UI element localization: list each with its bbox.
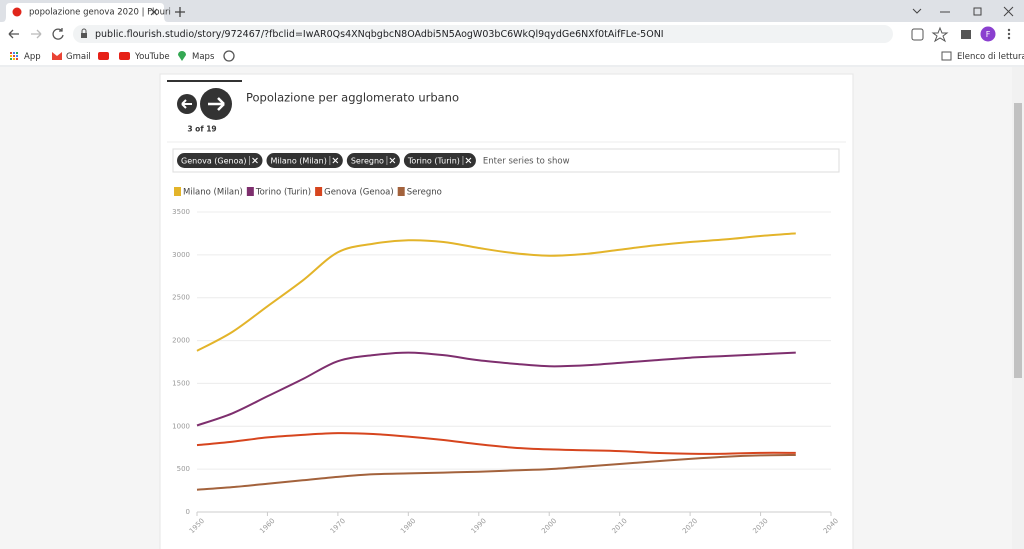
apps-icon[interactable] — [10, 52, 18, 60]
chip-remove[interactable] — [252, 157, 258, 164]
lock-shackle — [81, 28, 87, 33]
legend-label: Genova (Genoa) — [324, 188, 394, 198]
chip-label: Milano (Milan) — [271, 157, 327, 166]
y-tick-label: 500 — [177, 465, 190, 473]
restore[interactable] — [973, 7, 982, 16]
tab-close[interactable] — [150, 8, 158, 16]
legend-label: Milano (Milan) — [183, 188, 243, 198]
profile-avatar[interactable] — [980, 26, 996, 42]
chip-label: Seregno — [351, 157, 384, 166]
chip-remove[interactable] — [465, 157, 472, 164]
series-line — [196, 232, 796, 352]
legend-swatch — [315, 187, 323, 196]
y-tick-label: 3000 — [172, 251, 190, 259]
reading-list[interactable]: Elenco di lettura — [957, 52, 1024, 62]
y-tick-label: 2500 — [172, 294, 190, 302]
favicon — [12, 7, 22, 17]
url[interactable]: public.flourish.studio/story/972467/?fbc… — [95, 29, 664, 40]
story-card — [159, 73, 854, 549]
filter-chip[interactable] — [177, 153, 263, 168]
bookmarks-bar — [0, 46, 1024, 66]
chip-label: Genova (Genoa) — [181, 157, 247, 166]
series-line — [196, 351, 796, 427]
globe-icon[interactable] — [223, 50, 235, 62]
omnibox[interactable] — [73, 25, 893, 43]
legend-label: Torino (Turin) — [255, 188, 311, 198]
bookmark[interactable]: Gmail — [66, 52, 91, 62]
y-tick-label: 1500 — [172, 379, 190, 387]
prev-arrow — [181, 99, 192, 109]
active-tab[interactable] — [2, 3, 168, 22]
menu-dots[interactable] — [1007, 28, 1011, 40]
chip-remove[interactable] — [389, 157, 396, 164]
filter-placeholder: Enter series to show — [483, 157, 570, 167]
legend-swatch — [246, 187, 254, 196]
bookmark[interactable]: YouTube — [134, 52, 170, 62]
y-tick-label: 0 — [186, 508, 190, 516]
chip-label: Torino (Turin) — [407, 157, 460, 166]
filter-chip[interactable] — [403, 153, 476, 168]
youtube-icon — [119, 52, 130, 60]
bookmark-star[interactable] — [931, 26, 949, 43]
story-title: Popolazione per agglomerato urbano — [246, 91, 459, 105]
bookmark[interactable]: App — [24, 52, 41, 62]
new-tab[interactable] — [175, 7, 185, 17]
slide-counter: 3 of 19 — [187, 125, 216, 134]
profile-initial: F — [986, 30, 991, 39]
reading-list-icon[interactable] — [941, 51, 952, 61]
tab-strip — [0, 0, 1024, 22]
extensions-icon[interactable] — [961, 30, 971, 39]
tab-title: popolazione genova 2020 | Flouri — [29, 8, 171, 18]
legend-swatch — [174, 187, 181, 196]
chip-remove[interactable] — [332, 157, 339, 164]
maps-icon — [178, 51, 186, 61]
lock-icon — [81, 33, 87, 38]
gmail-icon — [52, 52, 62, 60]
filter-chip[interactable] — [266, 153, 343, 168]
scrollbar-thumb[interactable] — [1014, 103, 1022, 378]
close-window[interactable] — [1003, 6, 1014, 17]
forward-button[interactable] — [31, 29, 42, 39]
legend-label: Seregno — [407, 188, 442, 198]
series-line — [196, 454, 796, 491]
back-button[interactable] — [8, 29, 19, 39]
y-tick-label: 1000 — [172, 422, 190, 430]
series-line — [196, 432, 796, 455]
y-tick-label: 2000 — [172, 337, 190, 345]
translate-icon[interactable] — [911, 28, 924, 41]
next-arrow — [208, 97, 225, 111]
bookmark[interactable]: Maps — [192, 52, 215, 62]
reload-button[interactable] — [52, 28, 64, 40]
youtube-icon[interactable] — [98, 52, 109, 60]
tab-search[interactable] — [912, 8, 922, 14]
y-tick-label: 3500 — [172, 208, 190, 216]
legend-swatch — [397, 187, 405, 196]
